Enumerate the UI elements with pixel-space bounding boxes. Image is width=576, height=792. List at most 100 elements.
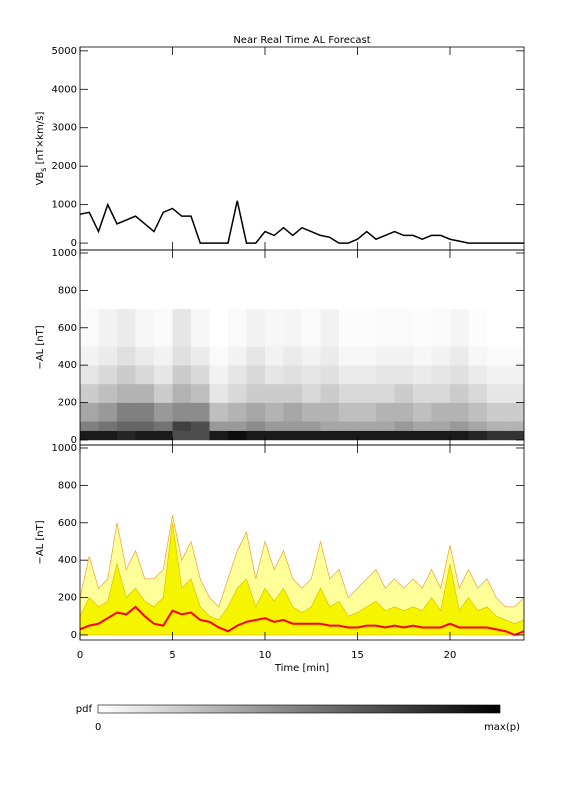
chart-title: Near Real Time AL Forecast xyxy=(233,35,370,46)
heat-cell xyxy=(209,421,229,431)
heat-cell xyxy=(191,346,210,366)
heat-cell xyxy=(246,421,266,431)
heat-cell xyxy=(302,309,321,347)
heat-cell xyxy=(117,309,136,347)
heat-cell xyxy=(357,309,377,347)
y-label-main: VB xyxy=(35,172,46,186)
heat-cell xyxy=(98,402,118,422)
heat-cell xyxy=(283,309,303,347)
heat-cell xyxy=(98,365,118,385)
heat-cell xyxy=(357,365,377,385)
y-tick-label: 0 xyxy=(71,435,77,446)
heat-cell xyxy=(265,402,284,422)
heat-cell xyxy=(302,402,321,422)
heat-cell xyxy=(191,365,210,385)
heat-cell xyxy=(468,402,488,422)
heat-cell xyxy=(431,430,451,441)
heat-cell xyxy=(487,421,506,431)
heat-cell xyxy=(339,365,358,385)
heat-cell xyxy=(468,421,488,431)
heat-cell xyxy=(413,430,432,441)
heat-cell xyxy=(172,365,192,385)
heat-cell xyxy=(357,383,377,403)
y-tick-label: 200 xyxy=(58,593,77,604)
heat-cell xyxy=(246,309,266,347)
heat-cell xyxy=(339,402,358,422)
heat-cell xyxy=(117,402,136,422)
heat-cell xyxy=(357,430,377,441)
heat-cell xyxy=(394,402,414,422)
heat-cell xyxy=(265,383,284,403)
heat-cell xyxy=(468,430,488,441)
x-tick-label: 10 xyxy=(259,650,272,661)
heat-cell xyxy=(505,430,524,441)
heat-cell xyxy=(413,421,432,431)
heat-cell xyxy=(172,421,192,431)
heat-cell xyxy=(450,365,469,385)
heat-cell xyxy=(487,309,506,347)
y-tick-label: 3000 xyxy=(52,123,77,134)
heat-cell xyxy=(413,383,432,403)
heat-cell xyxy=(487,430,506,441)
heat-cell xyxy=(487,346,506,366)
y-tick-label: 400 xyxy=(58,360,77,371)
heat-cell xyxy=(505,402,524,422)
heat-cell xyxy=(394,383,414,403)
heat-cell xyxy=(209,430,229,441)
heat-cell xyxy=(302,430,321,441)
heat-cell xyxy=(154,346,173,366)
heat-cell xyxy=(376,430,395,441)
heat-cell xyxy=(228,346,247,366)
heat-cell xyxy=(265,346,284,366)
colorbar xyxy=(97,704,501,714)
heat-cell xyxy=(80,430,99,441)
heat-cell xyxy=(228,430,247,441)
heat-cell xyxy=(246,402,266,422)
heat-cell xyxy=(98,383,118,403)
heat-cell xyxy=(246,430,266,441)
y-axis-label: −AL [nT] xyxy=(35,325,46,369)
heat-cell xyxy=(376,383,395,403)
heat-cell xyxy=(246,365,266,385)
median-line xyxy=(80,605,524,637)
heat-cell xyxy=(228,309,247,347)
heat-cell xyxy=(450,383,469,403)
plot-area xyxy=(80,200,524,244)
heat-cell xyxy=(413,346,432,366)
y-tick-label: 0 xyxy=(71,238,77,249)
y-tick-label: 200 xyxy=(58,398,77,409)
heat-cell xyxy=(80,346,99,366)
heat-cell xyxy=(172,430,192,441)
heat-cell xyxy=(265,421,284,431)
heat-cell xyxy=(357,402,377,422)
heat-cell xyxy=(135,309,155,347)
heat-cell xyxy=(450,309,469,347)
heat-cell xyxy=(191,430,210,441)
heat-cell xyxy=(450,430,469,441)
heat-cell xyxy=(135,421,155,431)
heat-cell xyxy=(172,383,192,403)
y-tick-label: 1000 xyxy=(52,200,77,211)
heat-cell xyxy=(376,365,395,385)
heat-cell xyxy=(320,430,340,441)
heat-cell xyxy=(265,430,284,441)
colorbar-min: 0 xyxy=(95,722,101,733)
heat-cell xyxy=(505,309,524,347)
heat-cell xyxy=(98,430,118,441)
heat-cell xyxy=(487,383,506,403)
heat-cell xyxy=(80,402,99,422)
heat-cell xyxy=(117,365,136,385)
heat-cell xyxy=(209,346,229,366)
heat-cell xyxy=(283,365,303,385)
heat-cell xyxy=(172,309,192,347)
heat-cell xyxy=(339,346,358,366)
heat-cell xyxy=(283,402,303,422)
heat-cell xyxy=(376,402,395,422)
heat-cell xyxy=(357,421,377,431)
heat-cell xyxy=(302,365,321,385)
heat-cell xyxy=(283,346,303,366)
heat-cell xyxy=(209,383,229,403)
heat-cell xyxy=(283,383,303,403)
heat-cell xyxy=(191,309,210,347)
